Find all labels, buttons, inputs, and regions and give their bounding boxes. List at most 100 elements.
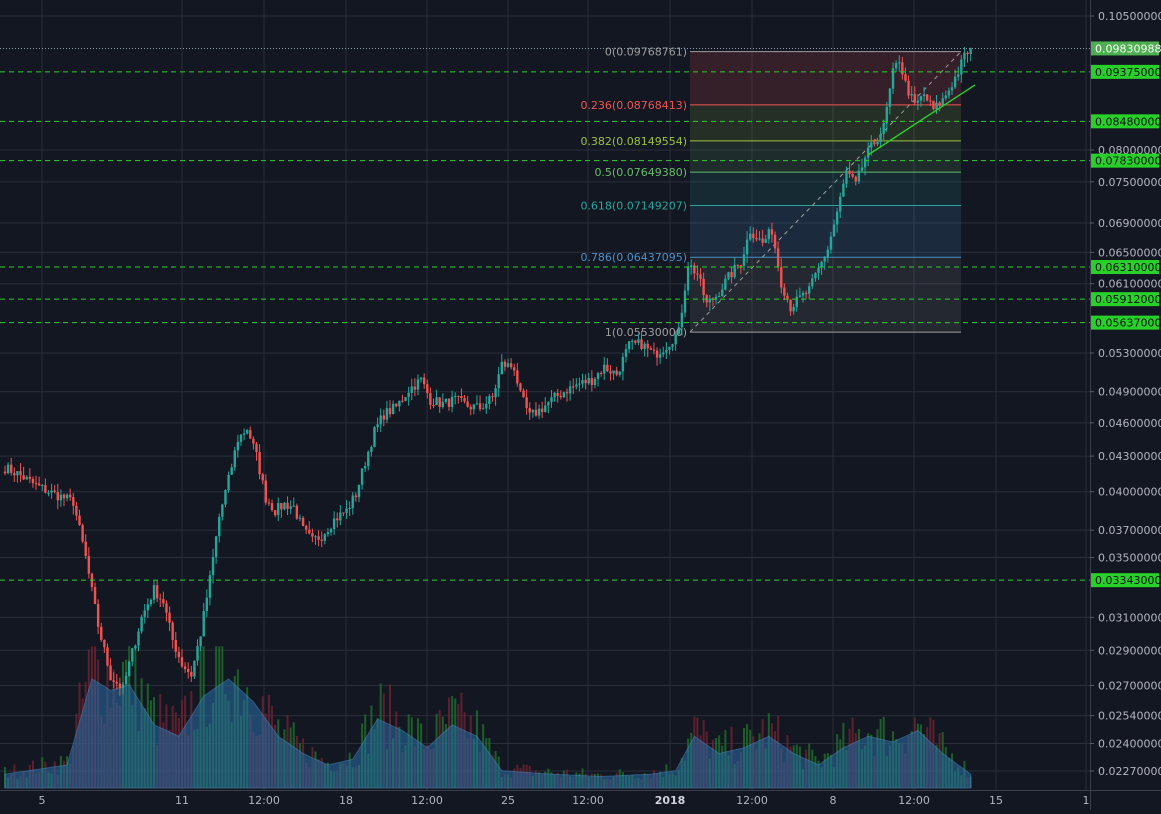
candle: [537, 404, 541, 419]
candle-body: [593, 378, 597, 385]
candle: [199, 636, 202, 651]
candle-body: [416, 379, 420, 390]
candle: [631, 338, 634, 350]
candle: [196, 639, 199, 666]
candle-body: [463, 397, 466, 402]
candle-body: [121, 684, 125, 689]
candle: [65, 493, 69, 502]
candle-body: [516, 370, 519, 384]
candle-body: [301, 517, 305, 527]
candle-body: [193, 660, 196, 677]
candle-body: [19, 471, 22, 476]
candle: [376, 417, 379, 433]
candle: [261, 472, 264, 485]
candle: [969, 47, 972, 62]
candle-body: [730, 272, 733, 278]
candle: [155, 579, 159, 603]
candle: [966, 51, 969, 63]
candle-body: [631, 340, 634, 342]
candle-body: [745, 239, 749, 255]
horizontal-levels[interactable]: [0, 71, 1090, 581]
candle: [888, 88, 892, 115]
candle: [662, 346, 665, 358]
candle: [298, 514, 302, 522]
candle: [885, 101, 889, 132]
price-tick-label: 0.03500000: [1098, 552, 1161, 565]
candle-body: [587, 378, 590, 384]
candle: [671, 343, 674, 352]
candle: [463, 394, 466, 404]
price-tick-label: 0.04000000: [1098, 486, 1161, 499]
candle: [31, 476, 35, 488]
candle: [426, 379, 429, 399]
candle-body: [497, 374, 500, 389]
candle-body: [199, 636, 202, 647]
candle: [354, 492, 358, 502]
candle: [351, 491, 354, 515]
candle-body: [329, 529, 333, 533]
candle-body: [236, 441, 240, 451]
candle-body: [457, 395, 460, 397]
candle-body: [429, 393, 432, 405]
candle-body: [320, 539, 323, 541]
candle-body: [876, 142, 879, 145]
candle: [941, 92, 944, 107]
candle: [553, 391, 556, 402]
candle: [419, 377, 423, 383]
candle: [475, 395, 479, 405]
candle-body: [460, 396, 463, 398]
candle-body: [882, 123, 885, 135]
candle: [308, 521, 311, 535]
trendline[interactable]: [867, 84, 976, 156]
candle-body: [438, 397, 441, 407]
candle-body: [866, 147, 870, 158]
candle-body: [28, 476, 32, 479]
candle-body: [109, 665, 112, 681]
candle: [357, 484, 361, 503]
candle-body: [283, 502, 286, 510]
candle-body: [485, 403, 488, 409]
level-price-label-bg: [1091, 114, 1159, 129]
candle: [242, 428, 246, 441]
candle: [590, 370, 594, 392]
level-price-label: 0.05637000: [1091, 315, 1161, 330]
candle: [842, 179, 845, 197]
candle-body: [469, 406, 472, 410]
candle-body: [295, 505, 299, 519]
candle: [891, 62, 895, 95]
candle: [391, 400, 395, 415]
candle-body: [280, 503, 283, 510]
candle: [916, 94, 920, 110]
candle-body: [572, 386, 575, 388]
candle-body: [599, 373, 603, 375]
candle-body: [224, 490, 227, 505]
candle-body: [31, 478, 35, 484]
candle-body: [249, 430, 252, 439]
candle: [621, 352, 625, 381]
candle-body: [190, 671, 193, 677]
candle-body: [16, 471, 19, 476]
candle-body: [239, 434, 243, 442]
candle: [379, 408, 382, 432]
candle-body: [627, 341, 631, 350]
time-axis: 5 11 12:00 18 12:00 25 12:00 2018 12:00 8 12:00 15 1: [39, 794, 1090, 807]
candle: [804, 290, 808, 299]
candle-body: [398, 400, 401, 407]
candle: [124, 671, 128, 685]
level-price-label-bg: [1091, 153, 1159, 168]
candle-body: [894, 63, 898, 69]
candle-body: [584, 379, 587, 384]
candle: [28, 468, 32, 484]
candle: [767, 227, 771, 244]
candle: [121, 681, 125, 695]
candle: [168, 606, 171, 632]
candle-body: [13, 472, 16, 476]
candle: [78, 509, 81, 526]
candle-body: [323, 534, 327, 541]
candle-body: [25, 476, 28, 480]
price-tick-label: 0.02400000: [1098, 738, 1161, 751]
price-tick-label: 0.03100000: [1098, 611, 1161, 624]
fib-zone: [690, 104, 961, 141]
